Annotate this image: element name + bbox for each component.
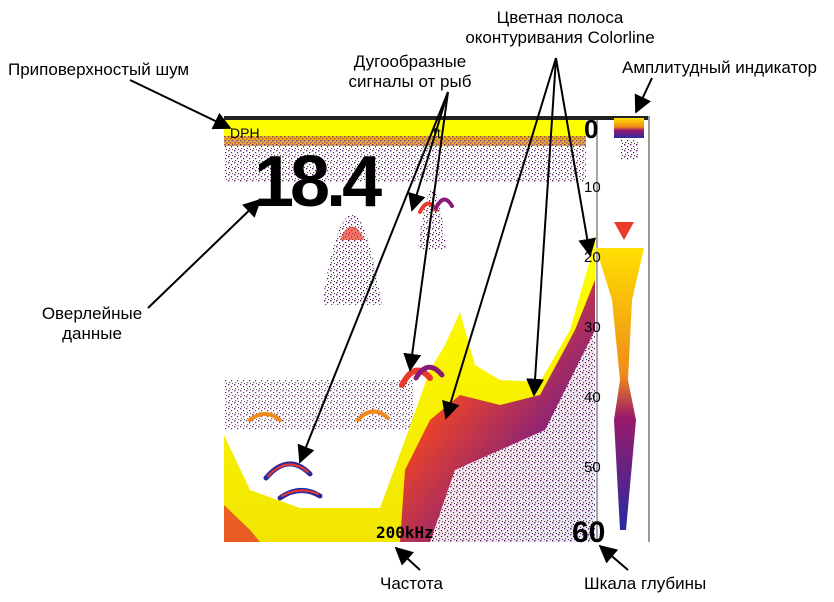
- fish-arc: [248, 412, 282, 422]
- amplitude-indicator: [596, 116, 650, 542]
- callout-fish-arcs-line2: сигналы от рыб: [348, 72, 472, 91]
- fish-arc-core: [281, 489, 319, 497]
- bottom-left-return: [224, 505, 260, 542]
- arrow-colorline-3: [555, 57, 597, 257]
- fish-arc: [413, 364, 445, 381]
- screen-top-border: [224, 116, 648, 120]
- depth-tick-30: 30: [584, 319, 601, 336]
- depth-readout: 18.4: [254, 142, 382, 222]
- arrow-fish-arc-2: [297, 91, 449, 464]
- callout-frequency: Частота: [380, 574, 444, 593]
- fish-arcs: [248, 197, 454, 501]
- amplitude-surface-noise: [620, 140, 638, 160]
- depth-unit: ft: [433, 125, 441, 141]
- amplitude-surface: [614, 118, 644, 138]
- callout-overlay-line1: Оверлейные: [41, 304, 143, 323]
- fish-school-core: [340, 226, 364, 240]
- amplitude-bottom-return: [596, 248, 644, 530]
- callout-colorline: Цветная полоса оконтуривания Colorline: [440, 8, 680, 48]
- arrow-surface-noise: [129, 79, 232, 130]
- depth-tick-20: 20: [584, 249, 601, 266]
- depth-tick-50: 50: [584, 459, 601, 476]
- surface-noise-dense: [224, 136, 586, 146]
- callout-colorline-line1: Цветная полоса: [496, 8, 624, 27]
- surface-noise-band: [224, 140, 586, 182]
- arrow-overlay: [147, 198, 262, 309]
- frequency-readout: 200kHz: [376, 523, 434, 542]
- arrow-frequency: [394, 546, 421, 571]
- depth-tick-40: 40: [584, 389, 601, 406]
- callout-amplitude: Амплитудный индикатор: [622, 58, 818, 77]
- callout-surface-noise: Приповерхностый шум: [8, 60, 190, 79]
- callout-fish-arcs-line1: Дугообразные: [353, 52, 467, 71]
- callout-depth-scale: Шкала глубины: [584, 574, 707, 593]
- amplitude-fish-mark: [614, 222, 634, 240]
- callout-fish-arcs: Дугообразные сигналы от рыб: [330, 52, 490, 92]
- depth-tick-60: 60: [572, 516, 605, 549]
- callout-arrows: [129, 57, 653, 571]
- fish-arc: [434, 197, 454, 210]
- fish-school: [322, 215, 382, 305]
- callout-overlay-line2: данные: [62, 324, 122, 343]
- arrow-colorline-2: [526, 57, 557, 397]
- bottom-deep-texture: [430, 330, 595, 542]
- arrow-colorline-1: [442, 57, 557, 420]
- fish-arc-core: [267, 463, 309, 477]
- arrow-amplitude: [634, 77, 653, 114]
- thermocline-band: [224, 380, 414, 430]
- depth-tick-10: 10: [584, 179, 601, 196]
- callout-colorline-line2: оконтуривания Colorline: [465, 28, 655, 47]
- depth-tick-0: 0: [584, 114, 598, 144]
- arrow-fish-arc-3: [408, 91, 449, 212]
- depth-label: DPH: [230, 125, 260, 141]
- callout-overlay: Оверлейные данные: [30, 304, 154, 344]
- arrow-depth-scale: [598, 544, 629, 571]
- arrow-fish-arc-1: [403, 91, 449, 372]
- fish-arc: [356, 409, 390, 422]
